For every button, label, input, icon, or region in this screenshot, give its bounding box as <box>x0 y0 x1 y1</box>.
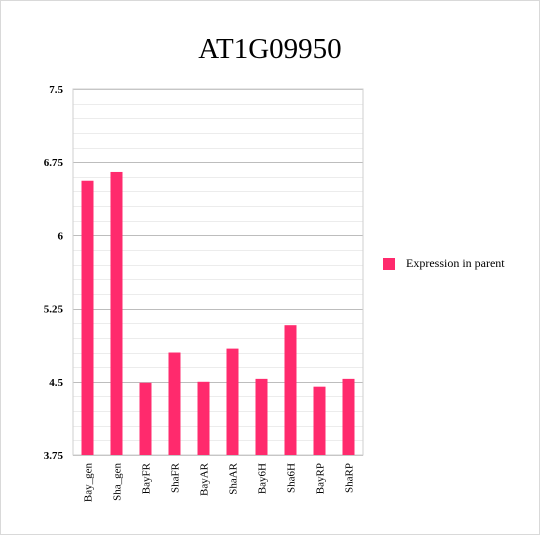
plot-area-border <box>72 88 364 456</box>
x-tick-label: BayFR <box>141 462 153 494</box>
bar-Bay6H <box>255 378 268 455</box>
bar-Sha6H <box>284 325 297 455</box>
bar-ShaRP <box>342 378 355 455</box>
bar-Sha_gen <box>110 171 123 455</box>
x-axis-ticks: Bay_gen Sha_gen BayFR ShaFR BayAR ShaAR Bay6H S… <box>83 462 356 502</box>
chart-title: AT1G09950 <box>198 33 341 65</box>
x-tick-label: ShaRP <box>344 463 356 493</box>
bar-Bay_gen <box>81 180 94 455</box>
bars <box>81 171 355 455</box>
x-tick-label: ShaFR <box>170 462 182 493</box>
y-tick-label: 3.75 <box>44 450 64 462</box>
y-tick-label: 6.75 <box>44 157 64 169</box>
bar-ShaAR <box>226 348 239 455</box>
x-tick-label: BayAR <box>199 462 211 496</box>
x-tick-label: ShaAR <box>228 462 240 494</box>
bar-BayRP <box>313 386 326 455</box>
y-tick-label: 5.25 <box>44 304 64 316</box>
y-axis-ticks: 7.5 6.75 6 5.25 4.5 3.75 <box>44 84 64 462</box>
bar-BayAR <box>197 381 210 455</box>
x-tick-label: Bay6H <box>257 463 269 494</box>
x-tick-label: Sha_gen <box>112 463 124 501</box>
x-tick-label: Bay_gen <box>83 463 95 503</box>
legend-label: Expression in parent <box>406 256 505 270</box>
x-tick-label: BayRP <box>315 463 327 494</box>
x-tick-label: Sha6H <box>286 463 298 493</box>
legend: Expression in parent <box>383 256 505 270</box>
legend-swatch <box>383 258 395 270</box>
bar-ShaFR <box>168 352 181 455</box>
bar-BayFR <box>139 382 152 455</box>
y-tick-label: 6 <box>58 230 64 242</box>
y-tick-label: 4.5 <box>49 377 63 389</box>
y-tick-label: 7.5 <box>49 84 63 96</box>
